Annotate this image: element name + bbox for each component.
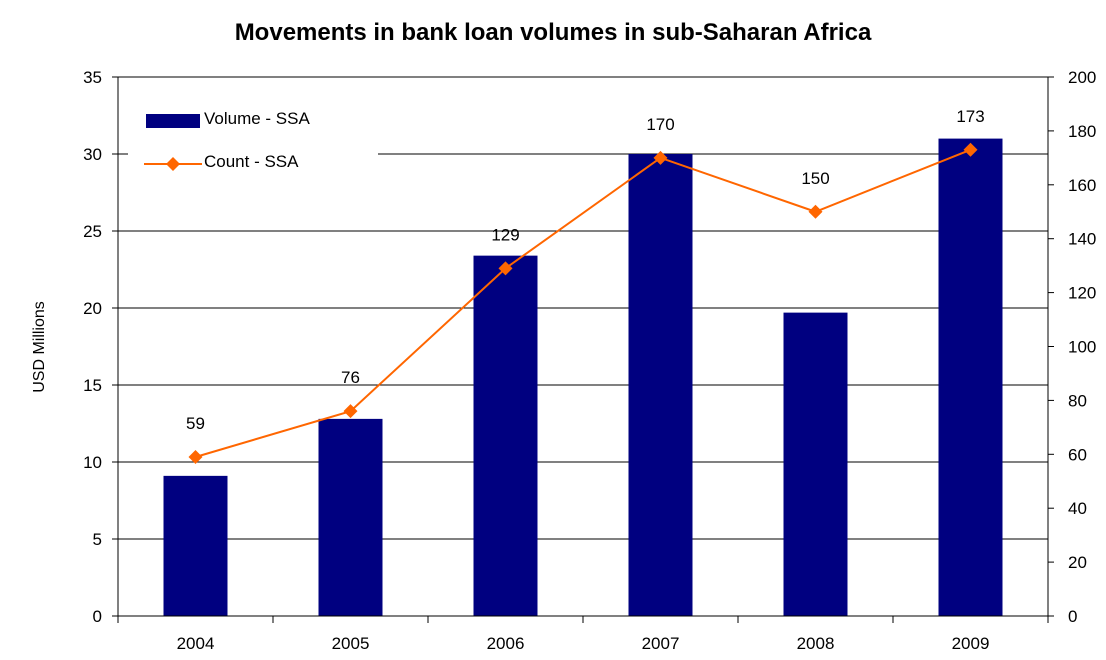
bar [783, 312, 848, 616]
y2-tick-label: 60 [1068, 445, 1087, 464]
axes: 0 5 10 15 20 25 30 35 0 20 40 60 80 100 120 140 160 180 20… [83, 68, 1096, 653]
y2-tick-label: 0 [1068, 607, 1077, 626]
data-label: 173 [956, 107, 984, 126]
line-point-marker [808, 204, 823, 219]
data-label: 76 [341, 368, 360, 387]
data-label: 129 [491, 225, 519, 244]
y-tick-label: 20 [83, 299, 102, 318]
legend-marker-count [166, 157, 180, 171]
y2-tick-label: 200 [1068, 68, 1096, 87]
y-tick-label: 15 [83, 376, 102, 395]
legend: Volume - SSA Count - SSA [128, 92, 378, 184]
y2-tick-label: 100 [1068, 338, 1096, 357]
bar [938, 138, 1003, 616]
y-tick-label: 35 [83, 68, 102, 87]
data-label: 59 [186, 414, 205, 433]
line-point-marker [963, 142, 978, 157]
x-tick-label: 2005 [332, 634, 370, 653]
y-tick-label: 25 [83, 222, 102, 241]
legend-swatch-volume [146, 114, 200, 128]
data-labels: 59 76 129 170 150 173 [186, 107, 985, 433]
line-point-marker [343, 404, 358, 419]
y2-tick-label: 140 [1068, 230, 1096, 249]
x-tick-label: 2008 [797, 634, 835, 653]
y2-tick-label: 80 [1068, 391, 1087, 410]
y-axis-label: USD Millions [31, 301, 48, 393]
y-tick-label: 30 [83, 145, 102, 164]
y2-tick-label: 160 [1068, 176, 1096, 195]
count-line [195, 148, 971, 458]
y2-tick-label: 20 [1068, 553, 1087, 572]
y-tick-label: 5 [93, 530, 102, 549]
data-label: 150 [801, 169, 829, 188]
bar [318, 418, 383, 616]
line-point-marker [498, 261, 513, 276]
chart-title: Movements in bank loan volumes in sub-Sa… [235, 19, 872, 46]
line-series [188, 142, 978, 464]
x-tick-label: 2004 [177, 634, 215, 653]
x-tick-label: 2007 [642, 634, 680, 653]
bar-series [163, 138, 1003, 616]
x-tick-label: 2009 [952, 634, 990, 653]
y-tick-label: 10 [83, 453, 102, 472]
bar [163, 475, 228, 616]
legend-box [128, 92, 378, 184]
y2-tick-label: 40 [1068, 499, 1087, 518]
y2-tick-label: 120 [1068, 284, 1096, 303]
legend-label-volume: Volume - SSA [204, 109, 310, 128]
x-tick-label: 2006 [487, 634, 525, 653]
bar [473, 255, 538, 616]
y-tick-label: 0 [93, 607, 102, 626]
line-point-marker [653, 150, 668, 165]
legend-label-count: Count - SSA [204, 152, 299, 171]
data-label: 170 [646, 115, 674, 134]
y2-tick-label: 180 [1068, 122, 1096, 141]
bar [628, 154, 693, 616]
line-point-marker [188, 449, 203, 464]
